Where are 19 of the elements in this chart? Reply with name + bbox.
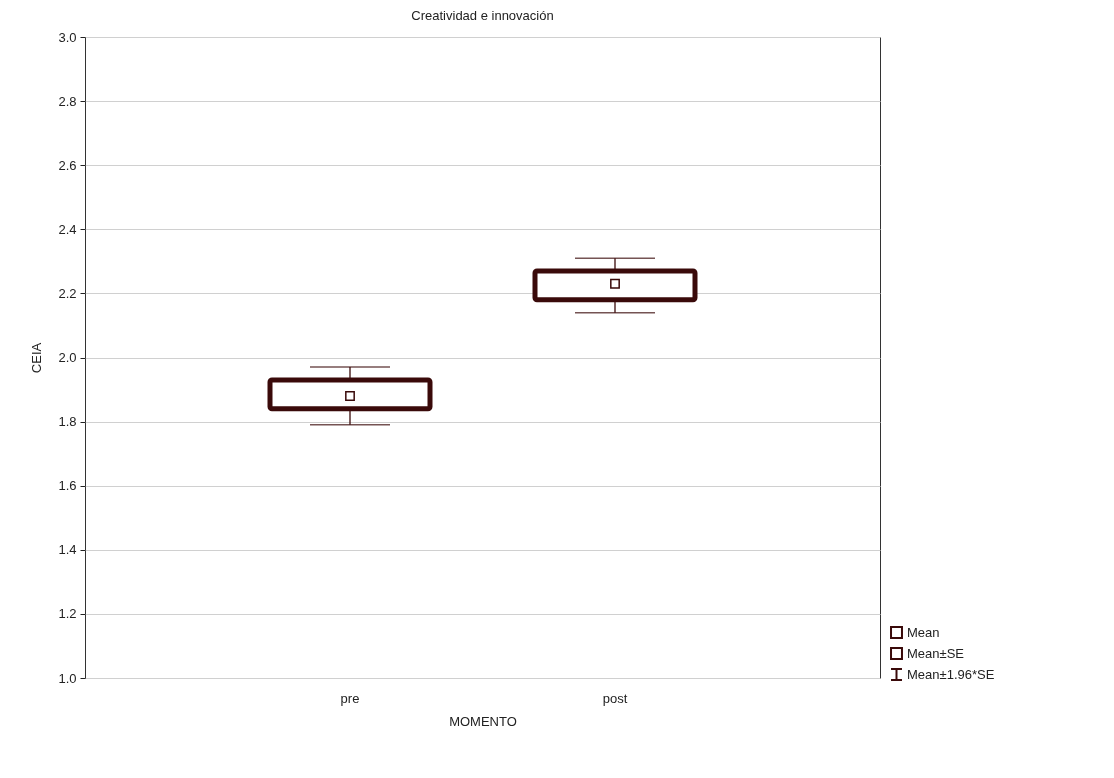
y-tick-label: 3.0 [58, 29, 77, 45]
y-tick-label: 2.0 [58, 350, 77, 365]
y-tick-label: 1.0 [58, 670, 77, 686]
text: Mean [907, 624, 940, 640]
x-tick-label: post [602, 690, 628, 706]
text: Mean±1.96*SE [907, 666, 995, 682]
y-tick-label: 1.6 [58, 478, 77, 494]
y-tick-label: 2.6 [58, 157, 77, 173]
y-axis-title: CEIA [29, 342, 45, 374]
text: Mean±SE [907, 645, 965, 661]
y-tick-label: 1.2 [58, 606, 77, 622]
y-tick-label: 1.4 [58, 542, 77, 558]
y-tick-label: 2.2 [58, 285, 77, 301]
chart-title: Creatividad e innovación [411, 8, 554, 23]
x-axis-title: MOMENTO [449, 713, 517, 729]
x-tick-label: pre [340, 690, 360, 706]
y-tick-label: 2.4 [58, 221, 77, 237]
y-tick-label: 1.8 [58, 414, 77, 430]
y-tick-label: 2.8 [58, 93, 77, 109]
